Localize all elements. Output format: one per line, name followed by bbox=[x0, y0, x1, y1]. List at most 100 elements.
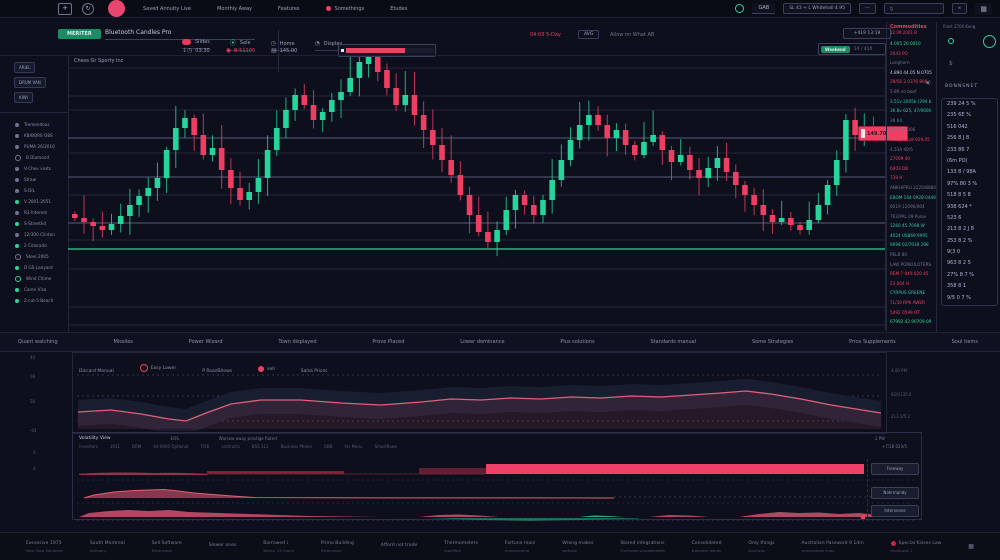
alert-input[interactable]: +419 13:19 bbox=[843, 28, 891, 39]
footer-item-7[interactable]: Thermometers modified bbox=[444, 541, 478, 553]
tab-3[interactable]: Town displayed bbox=[278, 339, 317, 345]
order-book-row[interactable]: 67992 42.90709.09 bbox=[890, 319, 932, 325]
indicator-legend-item-1[interactable]: Easy Lower bbox=[139, 364, 176, 372]
order-book-row[interactable]: Longhorn bbox=[890, 60, 910, 66]
volatility-col-4[interactable]: 7/56 bbox=[200, 444, 210, 449]
tab-7[interactable]: Standards manual bbox=[650, 339, 697, 345]
indicator-chart[interactable] bbox=[73, 353, 884, 431]
refresh-icon[interactable]: ↻ bbox=[82, 2, 94, 15]
session-info-chip[interactable]: SL 43 + L Whitehall 4.95 bbox=[783, 3, 851, 14]
footer-item-2[interactable]: Sell Software Extensions bbox=[152, 541, 182, 553]
indicator-legend-item-3[interactable]: sell bbox=[258, 366, 275, 372]
toolbar-sub-2[interactable]: ▤ 145.00 bbox=[271, 47, 297, 54]
indicator-legend-item-0[interactable]: Discard Manual bbox=[79, 369, 114, 374]
watchlist-item[interactable]: S-DIL bbox=[0, 185, 68, 196]
order-book-row[interactable]: 9698 02/7038 298 bbox=[890, 242, 929, 248]
watchlist-chip-2[interactable]: KIWI bbox=[14, 92, 33, 103]
watchlist-item[interactable]: Steel 2005 bbox=[0, 251, 68, 262]
watchlist-item[interactable]: D GS Lanyard bbox=[0, 262, 68, 273]
watchlist-item[interactable]: Wind Chime bbox=[0, 273, 68, 284]
order-book-row[interactable]: 739 H bbox=[890, 175, 903, 181]
watchlist-item[interactable]: S-Streetlid bbox=[0, 218, 68, 229]
tab-0[interactable]: Quant watching bbox=[18, 339, 58, 345]
watchlist-item[interactable]: 2 Colorado bbox=[0, 240, 68, 251]
vol-button-freeway[interactable]: Freeway bbox=[871, 463, 919, 475]
volatility-col-8[interactable]: OBB bbox=[323, 444, 333, 449]
footer-item-8[interactable]: Fortune main muscleaning bbox=[505, 541, 536, 553]
footer-item-12[interactable]: Only things business bbox=[748, 541, 774, 553]
order-book-row[interactable]: LAW PORKULOTERS bbox=[890, 261, 932, 267]
volatility-col-5[interactable]: contracts bbox=[221, 444, 240, 449]
order-book-row[interactable]: 3.51v 2005b (294 b bbox=[890, 98, 932, 104]
footer-item-11[interactable]: Consolidated transfers works bbox=[692, 541, 722, 553]
order-book-row[interactable]: 08.3 05.306 bbox=[890, 127, 916, 133]
footer-item-9[interactable]: Wrong makes website bbox=[562, 541, 593, 553]
order-book-row[interactable]: 4.53A 40/5 bbox=[890, 146, 913, 152]
volatility-col-3[interactable]: 64-9000 Optional bbox=[153, 444, 189, 449]
avg-button[interactable]: AVG bbox=[578, 30, 600, 39]
tab-6[interactable]: Plus solutions bbox=[560, 339, 595, 345]
indicator-legend-item-4[interactable]: Salsa Prices bbox=[301, 369, 328, 374]
nav-item-1[interactable]: Monthly Away bbox=[217, 6, 252, 12]
volatility-col-10[interactable]: SmartRows bbox=[374, 444, 398, 449]
link-chip[interactable]: ∞ bbox=[951, 3, 968, 14]
watchlist-item[interactable]: V-Chev visits bbox=[0, 163, 68, 174]
watchlist-item[interactable]: R3 Interest bbox=[0, 207, 68, 218]
footer-item-10[interactable]: Stored integrations Overseas spreadsheets bbox=[620, 541, 664, 553]
volatility-col-6[interactable]: BSS 111 bbox=[251, 444, 269, 449]
order-book-row[interactable]: CYRPUS GREENE bbox=[890, 290, 926, 296]
footer-item-5[interactable]: Prime Building Extensions bbox=[321, 541, 354, 553]
watchlist-item[interactable]: Straw bbox=[0, 174, 68, 185]
order-book-row[interactable]: 4024 US869 9995 bbox=[890, 232, 928, 238]
mini-tools-chip[interactable]: -·- bbox=[858, 3, 876, 14]
volatility-col-2[interactable]: DRM bbox=[132, 444, 142, 449]
volatility-col-1[interactable]: 1011 bbox=[109, 444, 121, 449]
order-book-row[interactable]: 2043 PO bbox=[890, 50, 908, 56]
tab-8[interactable]: Some Strategies bbox=[751, 339, 794, 345]
footer-item-6[interactable]: Afford not trade bbox=[381, 543, 418, 550]
order-book-row[interactable]: PELB 80 bbox=[890, 252, 908, 258]
speaker-icon[interactable]: ◀) bbox=[925, 80, 931, 86]
menu-item-sale[interactable]: ⦿ Sale bbox=[229, 38, 251, 51]
tab-9[interactable]: Price Supplements bbox=[849, 339, 896, 345]
footer-item-4[interactable]: Borrowed i Wines, 25 hours bbox=[263, 541, 294, 553]
order-book-row[interactable]: 23.004 H bbox=[890, 280, 910, 286]
order-book-row[interactable]: 762/PAL 09 Pulav bbox=[890, 213, 927, 219]
tab-2[interactable]: Power Wizard bbox=[188, 339, 223, 345]
footer-item-13[interactable]: Australian Password 9 14m screenshots kne… bbox=[801, 541, 863, 553]
tab-4[interactable]: Prove Placed bbox=[372, 339, 405, 345]
order-book-row[interactable]: 4.005 20.0010 bbox=[890, 41, 921, 46]
watchlist-chip-0[interactable]: ARIEL bbox=[14, 62, 36, 73]
menu-item-home[interactable]: ◷ Home bbox=[270, 40, 295, 51]
volatility-col-9[interactable]: htr Menu bbox=[344, 444, 363, 449]
watchlist-item[interactable]: Caren Visa bbox=[0, 284, 68, 295]
weekend-box[interactable]: Weekend 14 / 410 bbox=[818, 43, 886, 55]
order-book-row[interactable]: 29/56 2.0376 899 bbox=[890, 79, 928, 85]
vol-button-intervenes[interactable]: Intervenes bbox=[871, 505, 919, 517]
order-book-row[interactable]: 36.8v 625, 47/9600 bbox=[890, 108, 932, 114]
target-ring-icon[interactable] bbox=[983, 35, 996, 48]
tab-1[interactable]: Missiles bbox=[113, 339, 133, 345]
order-book-row[interactable]: ANKH/PRU 2220/8084 bbox=[890, 184, 936, 190]
menu-item-display[interactable]: ◔ Display bbox=[314, 40, 343, 51]
order-book-row[interactable]: 1260 45.7098 W bbox=[890, 223, 925, 229]
vol-button-nohrmandy[interactable]: Nohrmandy bbox=[871, 487, 919, 499]
order-book-row[interactable]: EBOM 164 0928-0449 bbox=[890, 194, 936, 200]
order-book-row[interactable]: 70.63 05x8 929.05 bbox=[890, 136, 930, 142]
watchlist-item[interactable]: Tremendous bbox=[0, 119, 68, 130]
add-widget-icon[interactable]: + bbox=[58, 2, 72, 15]
order-book-row[interactable]: 6003 DB bbox=[890, 165, 909, 171]
watchlist-item[interactable]: 12/300 Clinton bbox=[0, 229, 68, 240]
indicator-legend-item-2[interactable]: P RoadShows bbox=[202, 369, 232, 374]
nav-item-3[interactable]: Somethings bbox=[325, 6, 364, 12]
avatar[interactable] bbox=[108, 0, 125, 17]
search-input[interactable] bbox=[883, 3, 944, 14]
candlestick-chart[interactable] bbox=[68, 55, 886, 330]
watchlist-item[interactable]: KB/BORS OBS bbox=[0, 130, 68, 141]
menu-item-slides[interactable]: Slides bbox=[182, 39, 210, 49]
nav-item-0[interactable]: Saved Annuity Live bbox=[143, 6, 191, 12]
footer-item-3[interactable]: Slower ones bbox=[209, 543, 237, 550]
volatility-col-0[interactable]: Inventors bbox=[79, 444, 98, 449]
market-status-badge[interactable]: MERITER bbox=[58, 29, 101, 39]
toolbar-sub-0[interactable]: ↓◷ 03:30 bbox=[182, 47, 210, 54]
